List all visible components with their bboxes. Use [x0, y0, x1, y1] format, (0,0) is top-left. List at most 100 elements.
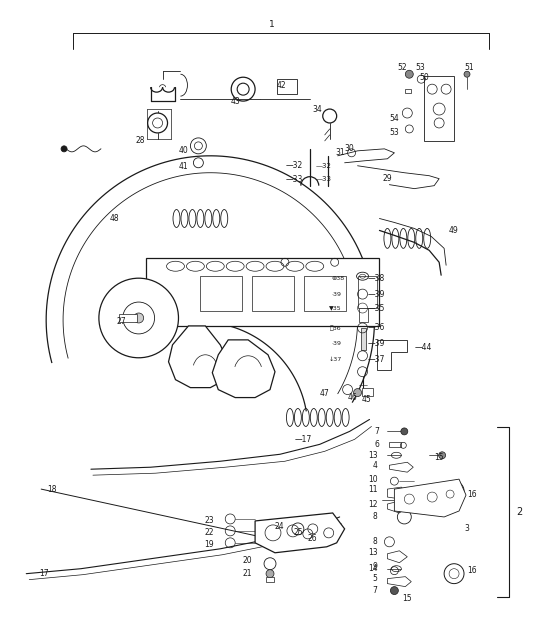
Text: 43: 43 — [231, 97, 240, 106]
Bar — [201, 276, 242, 311]
Text: 5: 5 — [373, 574, 378, 583]
Text: 13: 13 — [368, 451, 378, 460]
Text: 16: 16 — [467, 566, 477, 575]
Polygon shape — [168, 326, 228, 387]
Polygon shape — [387, 501, 407, 513]
Text: —39: —39 — [367, 290, 385, 298]
Text: 4: 4 — [373, 461, 378, 470]
Text: 48: 48 — [109, 214, 119, 223]
Text: 22: 22 — [205, 528, 214, 538]
Bar — [358, 276, 378, 308]
Text: 52: 52 — [398, 63, 407, 72]
Text: 27: 27 — [116, 318, 126, 327]
Bar — [146, 258, 379, 326]
Circle shape — [439, 452, 446, 459]
Polygon shape — [213, 340, 275, 398]
Text: 13: 13 — [368, 548, 378, 557]
Text: 46: 46 — [348, 393, 358, 402]
Circle shape — [464, 71, 470, 77]
Text: 34: 34 — [312, 104, 322, 114]
Text: 9: 9 — [373, 562, 378, 571]
Text: ·39: ·39 — [332, 342, 342, 347]
Text: 3: 3 — [464, 524, 469, 533]
Circle shape — [61, 146, 67, 152]
Text: 11: 11 — [368, 485, 378, 494]
Polygon shape — [255, 513, 344, 553]
Circle shape — [405, 70, 413, 78]
Text: 20: 20 — [243, 556, 252, 565]
Bar — [389, 442, 401, 447]
Text: 51: 51 — [464, 63, 474, 72]
Polygon shape — [387, 577, 411, 587]
Text: 47: 47 — [320, 389, 330, 398]
Text: 2: 2 — [517, 507, 523, 517]
Text: ↓37: ↓37 — [329, 357, 342, 362]
Text: 10: 10 — [368, 475, 378, 484]
Text: 24: 24 — [274, 522, 284, 531]
Text: —38: —38 — [367, 274, 385, 283]
Circle shape — [390, 587, 398, 595]
Circle shape — [266, 570, 274, 578]
Text: 15: 15 — [403, 594, 412, 603]
Text: 8: 8 — [373, 512, 378, 521]
Text: 6: 6 — [374, 440, 379, 449]
Text: 12: 12 — [368, 499, 378, 509]
Text: 18: 18 — [47, 485, 57, 494]
Polygon shape — [395, 479, 466, 517]
Text: 17: 17 — [40, 569, 49, 578]
Bar — [304, 276, 346, 311]
Text: 23: 23 — [205, 516, 214, 526]
Text: 26: 26 — [308, 534, 317, 543]
Bar — [277, 79, 297, 94]
Text: —37: —37 — [367, 355, 385, 364]
Text: —32: —32 — [286, 161, 303, 170]
Text: —33: —33 — [286, 175, 303, 184]
Text: 1: 1 — [269, 21, 275, 30]
Text: —36: —36 — [367, 323, 385, 332]
Text: 7: 7 — [374, 427, 379, 436]
Circle shape — [354, 389, 361, 396]
Bar — [119, 314, 137, 322]
Text: 16: 16 — [467, 490, 477, 499]
Text: ⬛36: ⬛36 — [330, 325, 342, 331]
Bar — [424, 76, 454, 141]
Circle shape — [401, 428, 408, 435]
Bar — [252, 276, 294, 311]
Polygon shape — [387, 551, 407, 563]
Bar — [405, 89, 411, 93]
Text: 28: 28 — [135, 136, 144, 146]
Text: 7: 7 — [373, 586, 378, 595]
Text: 15: 15 — [434, 453, 444, 462]
Polygon shape — [389, 462, 413, 472]
Text: 49: 49 — [449, 226, 459, 235]
Bar — [361, 387, 373, 396]
Text: 50: 50 — [419, 73, 429, 82]
Text: 53: 53 — [390, 129, 399, 138]
Text: —33: —33 — [316, 176, 332, 181]
Text: 54: 54 — [390, 114, 399, 124]
Bar — [359, 308, 367, 322]
Text: —44: —44 — [414, 344, 432, 352]
Circle shape — [134, 313, 144, 323]
Text: —39: —39 — [367, 339, 385, 349]
Text: —32: —32 — [316, 163, 332, 169]
Text: 14: 14 — [368, 564, 378, 573]
Text: 41: 41 — [179, 162, 189, 171]
Text: 42: 42 — [277, 80, 287, 90]
Text: 53: 53 — [415, 63, 425, 72]
Text: 21: 21 — [243, 569, 252, 578]
Polygon shape — [387, 487, 407, 499]
Text: 31: 31 — [336, 148, 346, 158]
Text: 19: 19 — [205, 540, 214, 550]
Bar — [266, 577, 274, 582]
Text: 45: 45 — [361, 395, 371, 404]
Text: ⊗38: ⊗38 — [331, 276, 344, 281]
Bar — [361, 328, 366, 350]
Text: 8: 8 — [373, 538, 378, 546]
Text: 25: 25 — [294, 528, 304, 538]
Text: —17: —17 — [295, 435, 312, 444]
Text: 40: 40 — [179, 146, 189, 155]
Text: 29: 29 — [383, 174, 392, 183]
Text: ·39: ·39 — [332, 291, 342, 296]
Circle shape — [148, 113, 167, 133]
